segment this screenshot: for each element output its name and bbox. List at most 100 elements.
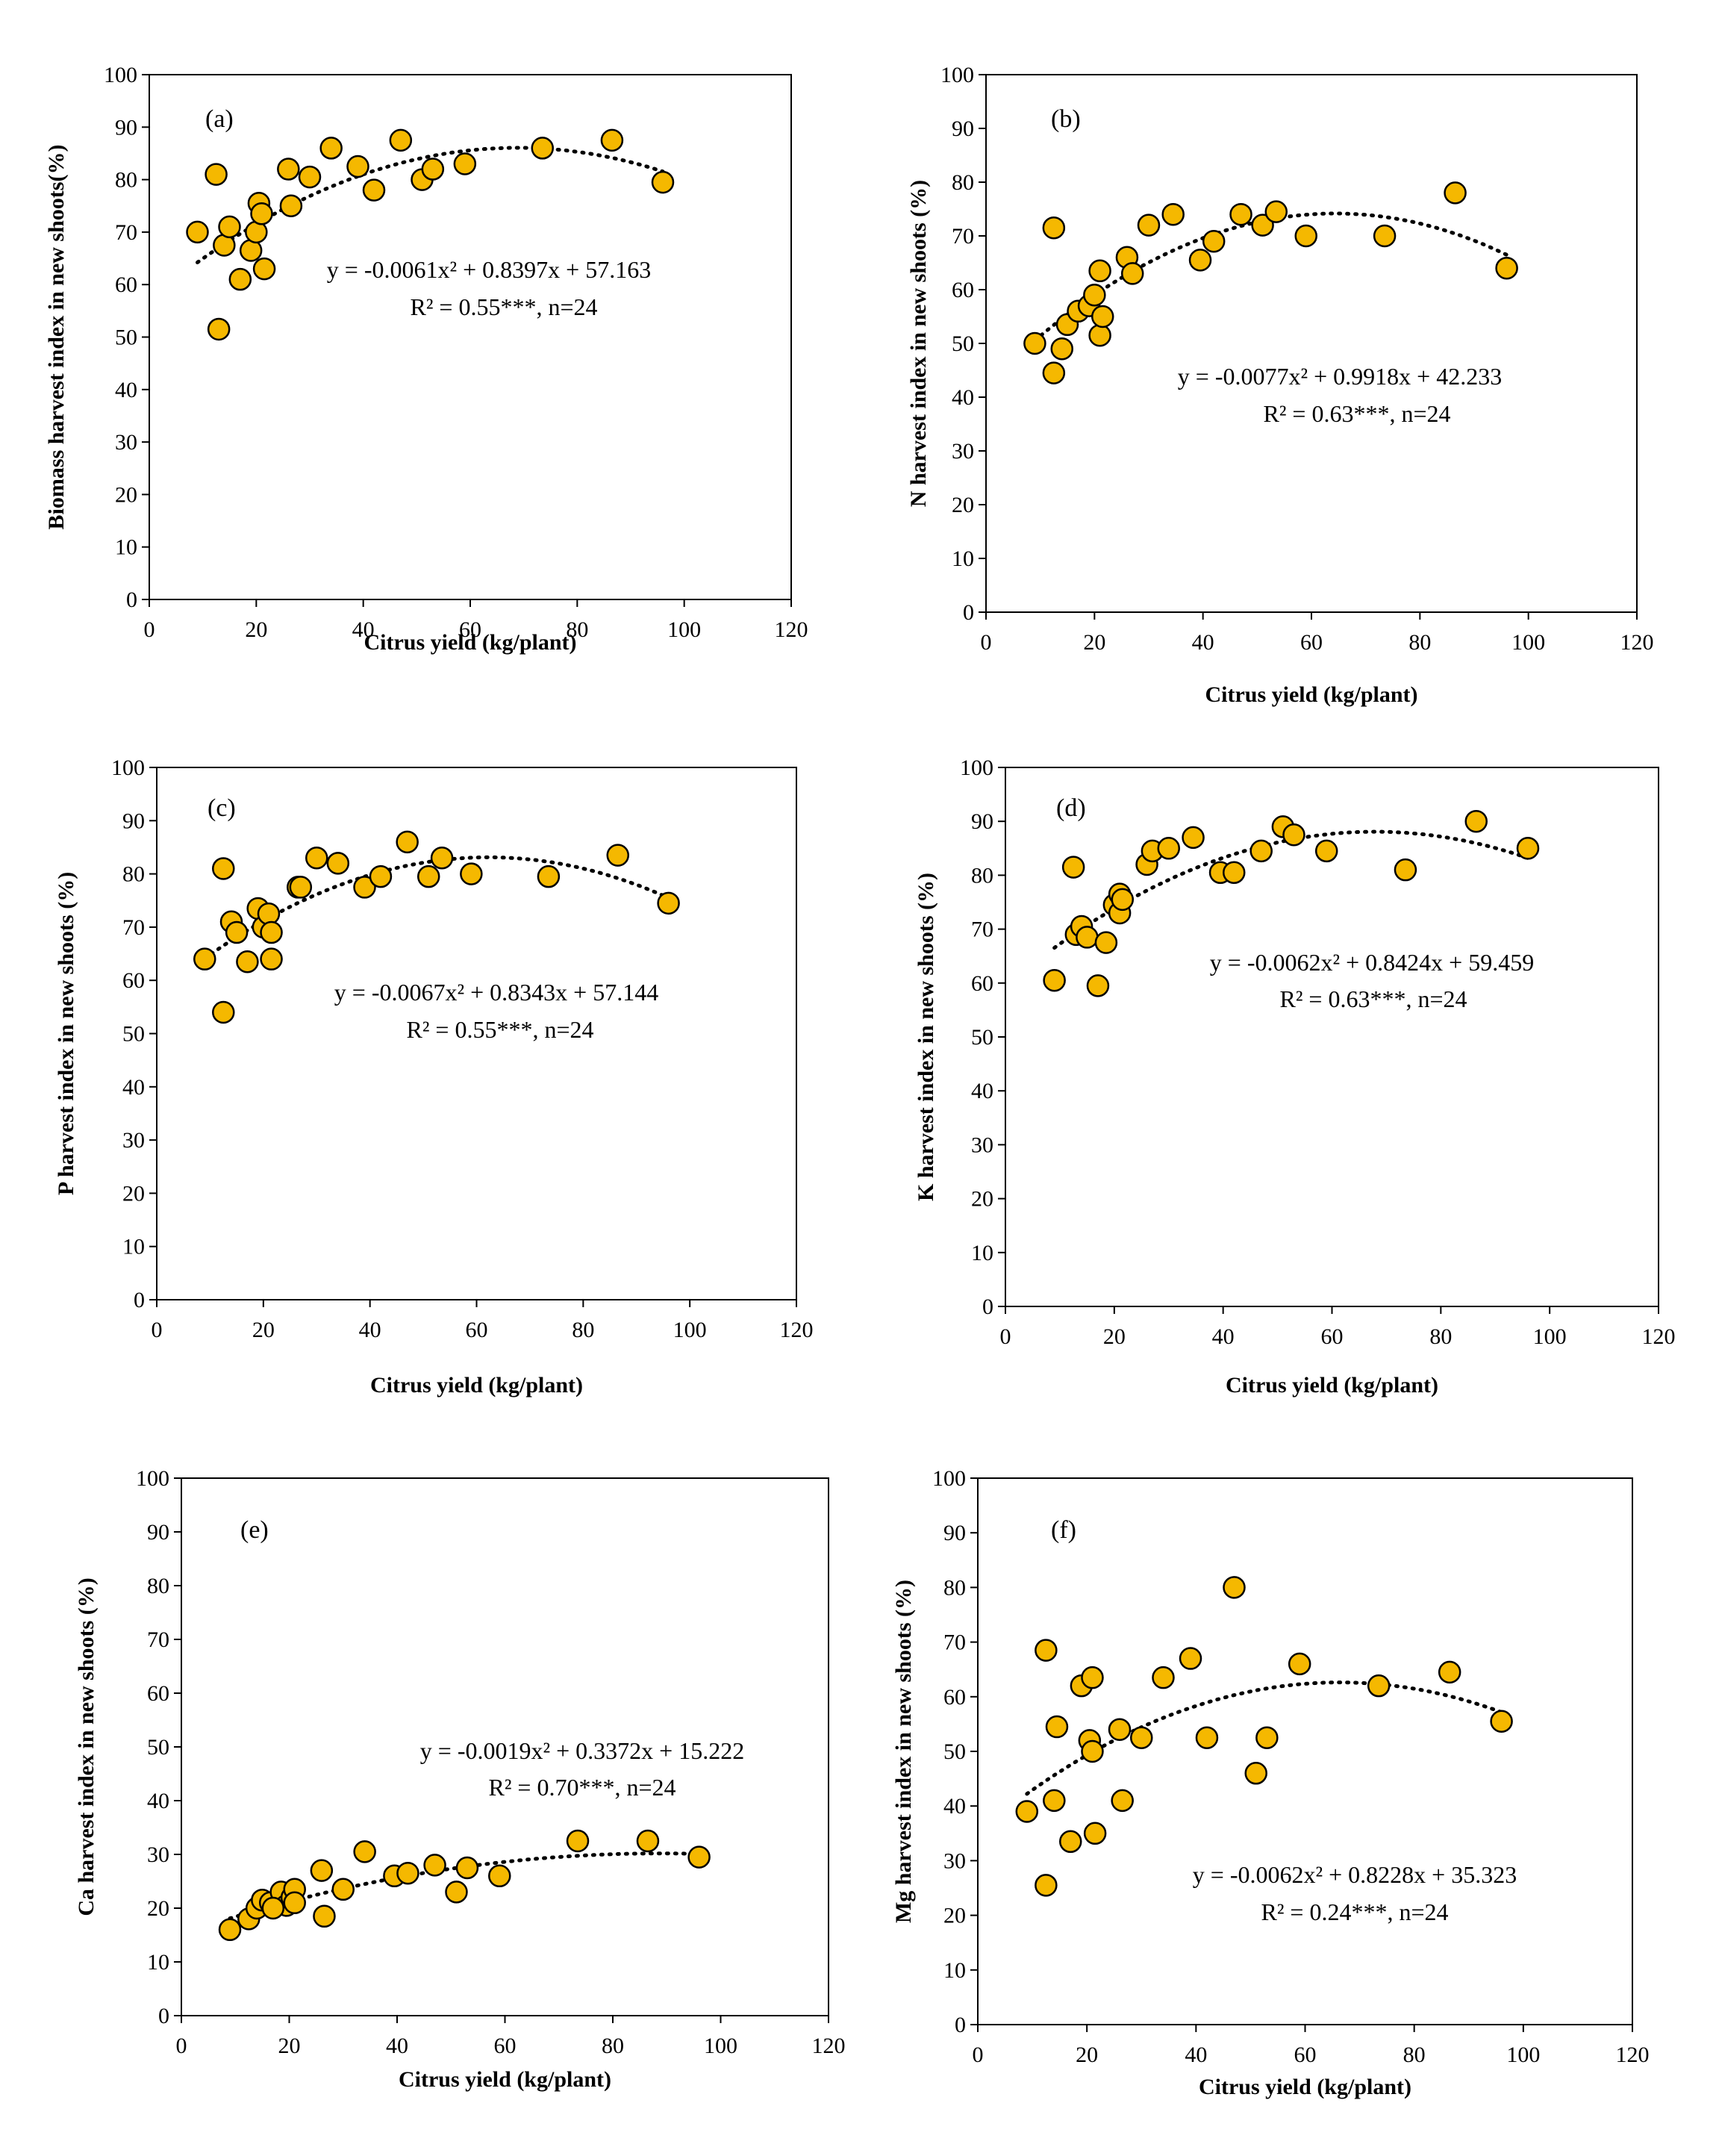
y-tick-label: 70: [971, 917, 993, 942]
plot-frame: [977, 1477, 1633, 2025]
data-point: [460, 862, 483, 885]
data-point: [1373, 224, 1397, 248]
data-point: [326, 852, 350, 875]
x-axis-label: Citrus yield (kg/plant): [1205, 682, 1417, 707]
x-axis-label: Citrus yield (kg/plant): [370, 1373, 583, 1398]
x-tick-label: 0: [973, 2043, 984, 2067]
y-tick-label: 30: [122, 1128, 145, 1153]
data-point: [1091, 305, 1114, 328]
data-point: [421, 158, 445, 181]
data-point: [260, 947, 283, 970]
y-tick-label: 90: [115, 115, 137, 140]
x-axis-label: Citrus yield (kg/plant): [1199, 2075, 1411, 2099]
y-tick-label: 0: [158, 2004, 169, 2028]
y-tick-label: 20: [147, 1896, 169, 1921]
y-tick-label: 30: [115, 430, 137, 455]
y-tick-label: 50: [943, 1739, 966, 1764]
data-point: [257, 902, 281, 926]
y-tick-label: 0: [963, 600, 974, 625]
data-point: [1157, 837, 1180, 860]
y-tick-label: 40: [122, 1075, 145, 1100]
x-tick-label: 0: [176, 2034, 187, 2058]
data-point: [260, 920, 283, 944]
data-point: [396, 830, 419, 854]
plot-frame: [985, 74, 1638, 613]
panel-label: (b): [1051, 105, 1081, 133]
data-point: [1438, 1660, 1461, 1684]
y-tick-label: 40: [115, 378, 137, 402]
y-tick-label: 100: [940, 63, 974, 87]
y-tick-label: 30: [952, 439, 974, 464]
r-squared-label: R² = 0.70***, n=24: [488, 1774, 676, 1801]
y-tick-label: 40: [971, 1079, 993, 1103]
y-tick-label: 60: [122, 968, 145, 993]
data-point: [1088, 323, 1111, 347]
data-point: [430, 846, 454, 870]
y-tick-label: 90: [943, 1521, 966, 1545]
data-point: [566, 1829, 590, 1853]
y-tick-label: 70: [952, 224, 974, 249]
data-point: [1130, 1726, 1153, 1749]
regression-equation: y = -0.0061x² + 0.8397x + 57.163: [327, 256, 651, 283]
y-tick-label: 10: [943, 1958, 966, 1983]
y-tick-label: 90: [971, 809, 993, 834]
data-point: [1182, 826, 1205, 850]
x-tick-label: 120: [775, 617, 808, 642]
data-point: [636, 1829, 660, 1853]
y-tick-label: 80: [147, 1574, 169, 1598]
data-point: [205, 163, 228, 186]
data-point: [1076, 926, 1099, 949]
y-tick-label: 0: [982, 1294, 993, 1319]
data-point: [1081, 1739, 1104, 1763]
data-point: [1081, 1666, 1104, 1689]
y-axis-label: Biomass harvest index in new shoots(%): [44, 145, 69, 530]
data-point: [1083, 1822, 1107, 1845]
data-point: [1058, 1830, 1082, 1854]
x-tick-label: 40: [1192, 630, 1214, 655]
y-tick-label: 10: [952, 546, 974, 571]
panel-label: (f): [1051, 1516, 1076, 1544]
y-tick-label: 60: [147, 1681, 169, 1706]
trend-line: [1025, 1680, 1504, 1796]
data-point: [537, 864, 561, 888]
x-tick-label: 80: [566, 617, 588, 642]
data-point: [250, 202, 273, 225]
r-squared-label: R² = 0.63***, n=24: [1279, 985, 1467, 1012]
data-point: [1314, 839, 1338, 863]
chart-panel-f: 0 10 20 30 40 50 60 70 80 90 100 0 20 40 60 80 100 120 Cit…: [891, 1466, 1650, 2099]
data-point: [1043, 968, 1066, 992]
y-axis-label: Mg harvest index in new shoots (%): [891, 1580, 916, 1923]
regression-equation: y = -0.0062x² + 0.8424x + 59.459: [1210, 949, 1534, 976]
data-point: [455, 1856, 479, 1880]
y-tick-label: 70: [943, 1630, 966, 1655]
y-tick-label: 20: [122, 1181, 145, 1206]
chart-panel-a: 0 10 20 30 40 50 60 70 80 90 100 0 20 40 60 80 100 120 Cit…: [44, 63, 808, 655]
x-tick-label: 0: [144, 617, 155, 642]
y-tick-label: 20: [943, 1904, 966, 1928]
data-point: [353, 1840, 376, 1863]
y-tick-label: 10: [971, 1241, 993, 1265]
data-point: [1094, 931, 1118, 954]
x-tick-label: 120: [1642, 1324, 1676, 1349]
data-point: [1495, 256, 1518, 280]
data-point: [1223, 861, 1246, 885]
x-tick-label: 40: [359, 1318, 381, 1342]
x-tick-label: 40: [352, 617, 375, 642]
x-tick-label: 100: [673, 1318, 707, 1342]
data-point: [1223, 1576, 1246, 1599]
y-tick-label: 70: [122, 915, 145, 940]
data-point: [1202, 229, 1226, 253]
y-tick-label: 40: [147, 1789, 169, 1813]
y-tick-label: 100: [136, 1466, 169, 1491]
x-tick-label: 100: [1511, 630, 1545, 655]
data-point: [279, 194, 303, 217]
data-point: [1264, 200, 1288, 223]
x-tick-label: 20: [1076, 2043, 1098, 2067]
x-tick-label: 60: [1294, 2043, 1317, 2067]
data-point: [1043, 1789, 1066, 1813]
y-tick-label: 0: [126, 588, 137, 612]
data-point: [657, 891, 680, 915]
y-tick-label: 60: [952, 278, 974, 302]
data-point: [1394, 858, 1417, 882]
